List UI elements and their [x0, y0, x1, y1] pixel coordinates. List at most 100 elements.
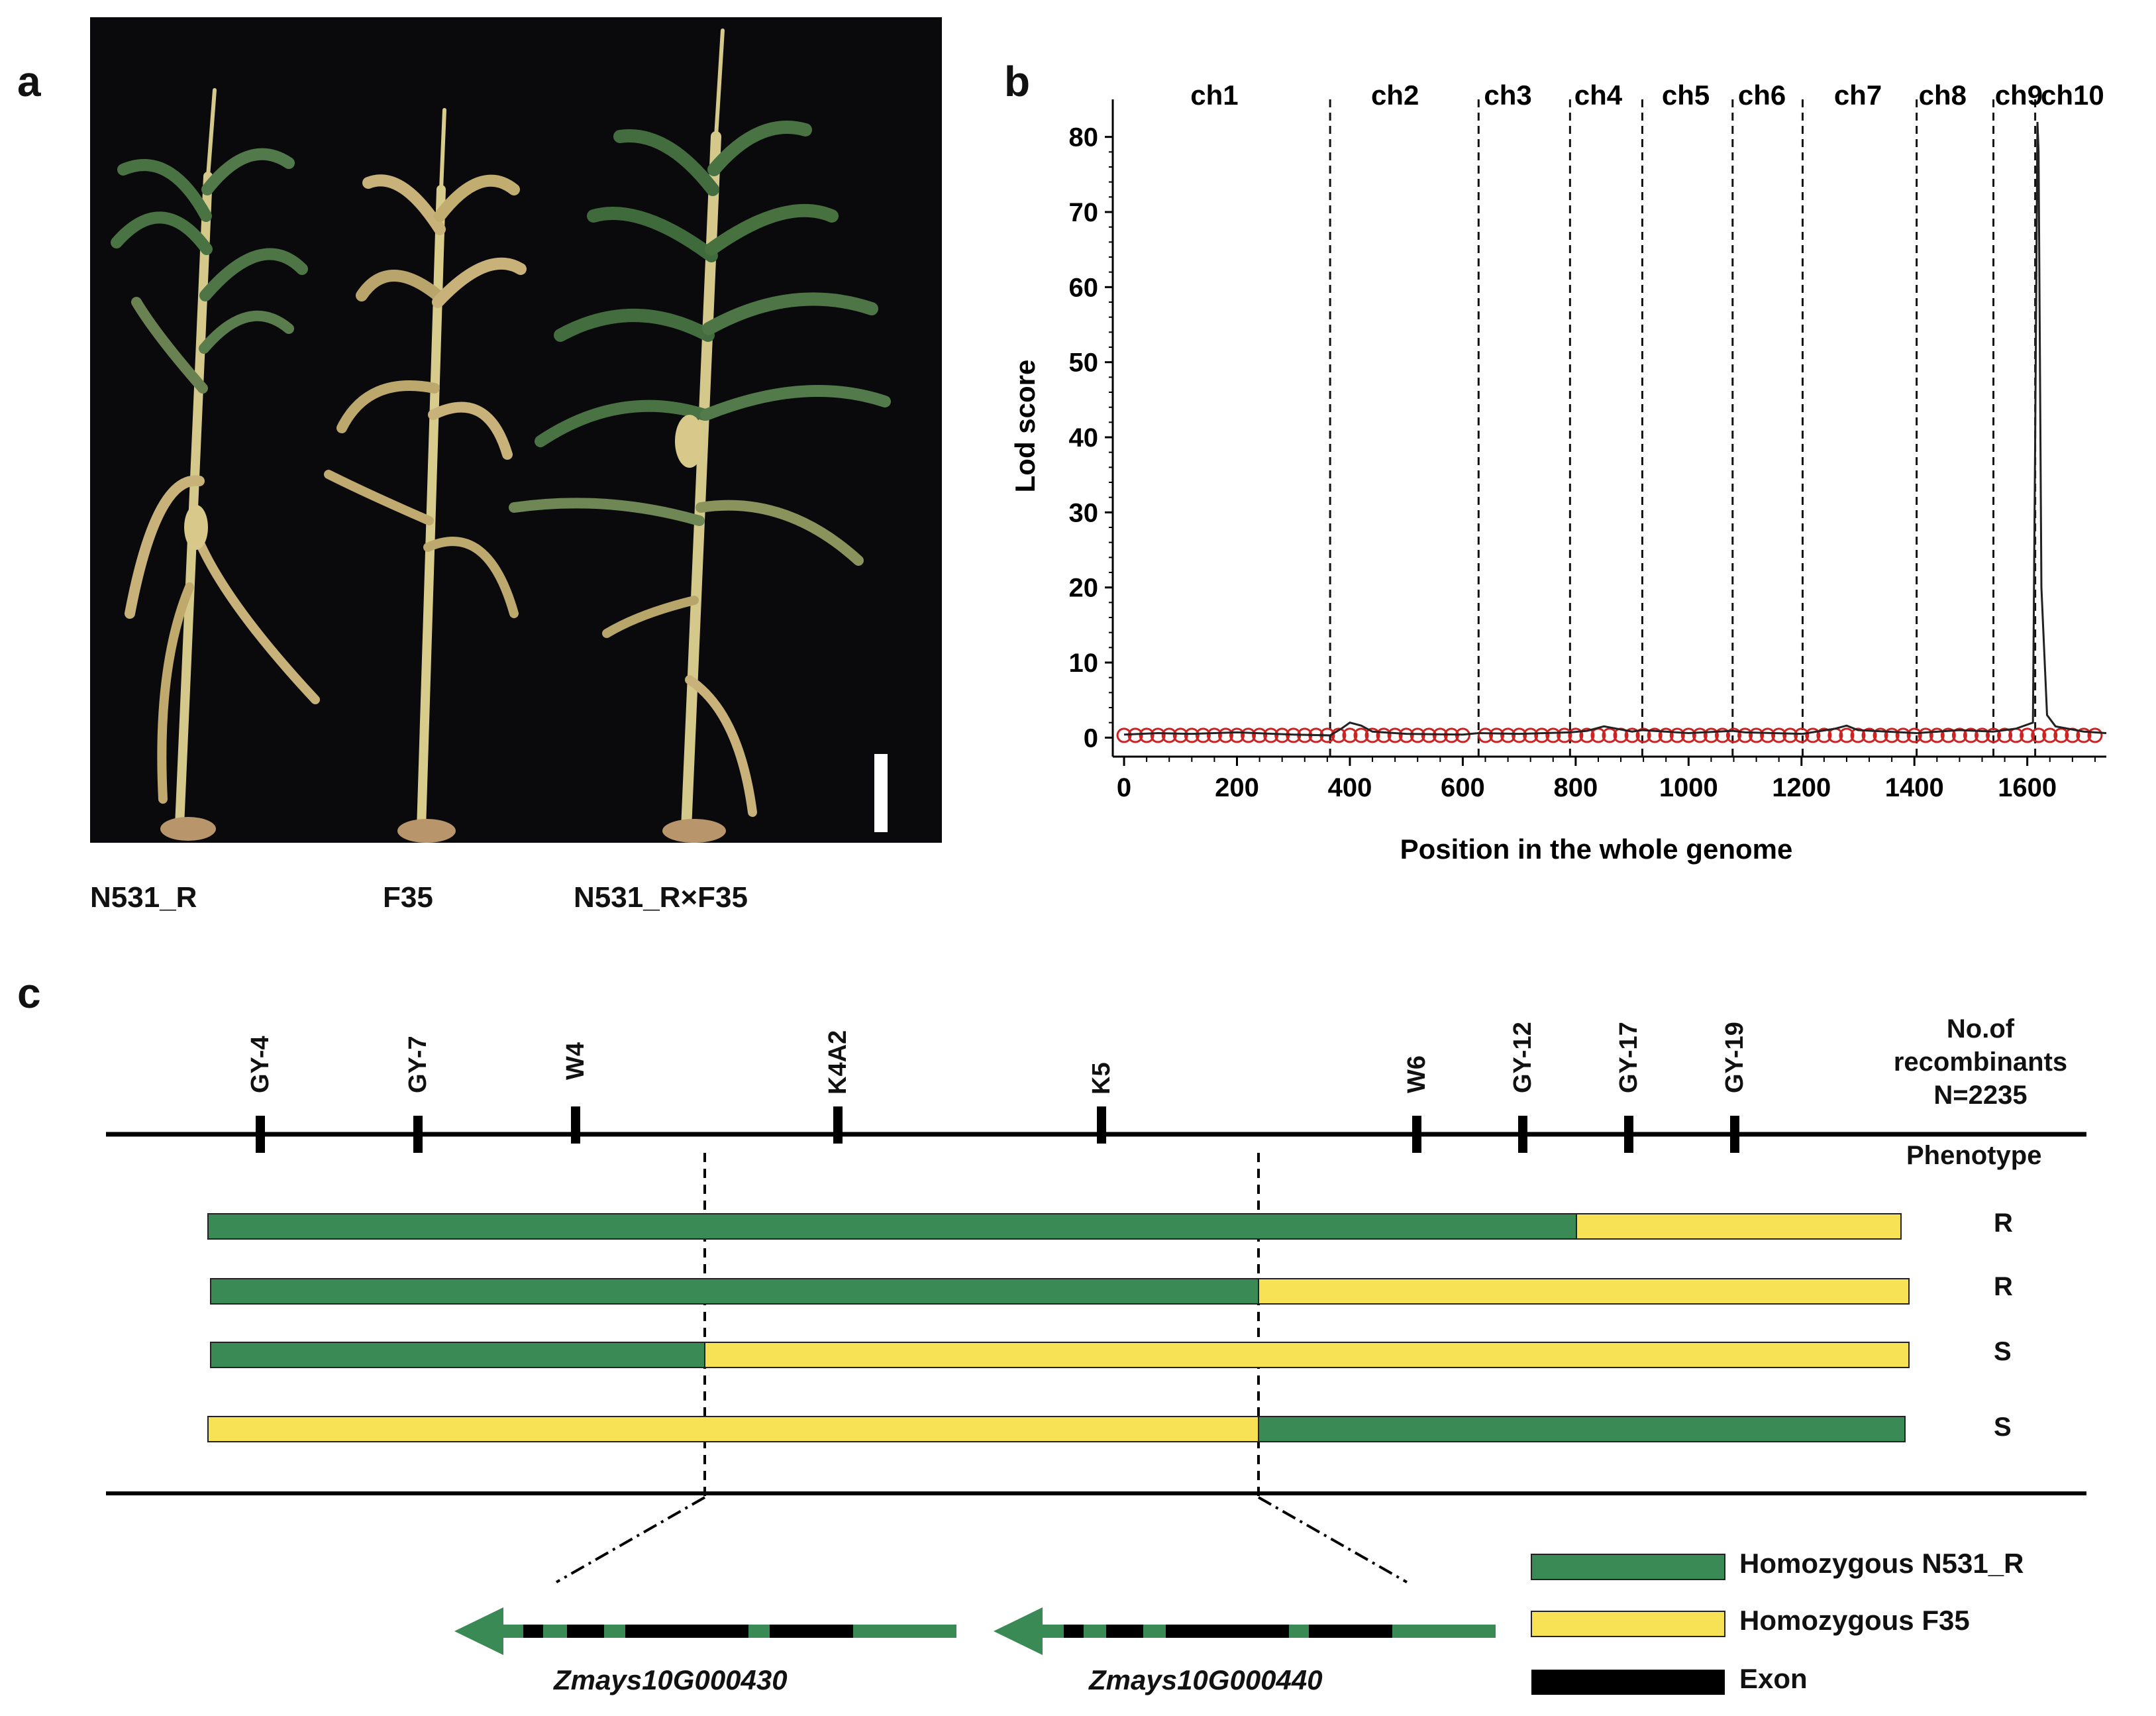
chromosome-label: ch8	[1919, 80, 1967, 111]
marker-point	[1579, 727, 1595, 743]
scale-bar	[874, 754, 888, 832]
marker-point	[1997, 727, 2013, 743]
recombinant-row-1	[207, 1213, 1902, 1240]
marker-point	[1884, 727, 1900, 743]
marker-point	[1252, 727, 1268, 743]
marker-point	[1782, 727, 1798, 743]
marker-point	[1376, 727, 1392, 743]
marker-point	[1116, 727, 1132, 743]
y-tick-label: 60	[1069, 273, 1099, 302]
marker-point	[1172, 727, 1188, 743]
marker-point	[1263, 727, 1279, 743]
marker-point	[1850, 727, 1866, 743]
marker-point	[1714, 727, 1730, 743]
x-tick-label: 600	[1441, 773, 1485, 802]
recombinant-row-2	[210, 1278, 1910, 1305]
marker-point	[1217, 727, 1233, 743]
marker-point	[1353, 727, 1369, 743]
marker-point	[1398, 727, 1414, 743]
x-tick-label: 800	[1553, 773, 1598, 802]
gene-label-440: Zmays10G000440	[1089, 1664, 1323, 1695]
marker-point	[1703, 727, 1719, 743]
plant-label-hybrid: N531_R×F35	[574, 881, 748, 914]
marker-point	[1602, 727, 1617, 743]
chromosome-label: ch6	[1738, 80, 1786, 111]
panel-letter-b: b	[1004, 58, 1031, 105]
marker-point	[1975, 727, 1990, 743]
marker-label-gy12: GY-12	[1509, 1022, 1537, 1093]
gene-model-zmays10g000440	[994, 1607, 1496, 1655]
x-tick-label: 1200	[1772, 773, 1831, 802]
marker-point	[1749, 727, 1765, 743]
phenotype-row-1: R	[1994, 1208, 2013, 1238]
y-tick-label: 0	[1084, 724, 1098, 753]
chromosome-label: ch5	[1662, 80, 1710, 111]
marker-point	[1500, 727, 1516, 743]
marker-point	[1206, 727, 1222, 743]
marker-point	[2053, 727, 2069, 743]
marker-point	[1692, 727, 1708, 743]
phenotype-row-3: S	[1994, 1337, 2012, 1366]
marker-point	[1342, 727, 1358, 743]
lod-trace	[1123, 121, 2107, 737]
marker-point	[1658, 727, 1674, 743]
x-tick-label: 200	[1215, 773, 1259, 802]
marker-point	[2087, 727, 2103, 743]
y-tick-label: 10	[1069, 649, 1099, 678]
gene-label-430: Zmays10G000430	[554, 1664, 788, 1695]
marker-tick-gy4	[256, 1116, 265, 1153]
legend-swatch-n531r	[1531, 1554, 1725, 1580]
legend-swatch-f35	[1531, 1611, 1725, 1637]
marker-point	[2020, 727, 2035, 743]
marker-label-k5: K5	[1088, 1062, 1115, 1095]
marker-tick-w6	[1412, 1116, 1421, 1153]
marker-tick-gy19	[1730, 1116, 1739, 1153]
marker-point	[1478, 727, 1493, 743]
chromosome-label: ch10	[2041, 80, 2104, 111]
marker-point	[1986, 727, 2002, 743]
marker-point	[1839, 727, 1855, 743]
phenotype-row-4: S	[1994, 1413, 2012, 1442]
marker-tick-gy7	[413, 1116, 423, 1153]
x-tick-label: 1600	[1998, 773, 2057, 802]
chromosome-label: ch1	[1190, 80, 1238, 111]
zoom-line-right	[1258, 1496, 1408, 1583]
chromosome-label: ch3	[1484, 80, 1531, 111]
marker-point	[1895, 727, 1911, 743]
legend-swatch-exon	[1531, 1670, 1725, 1695]
marker-tick-k5	[1097, 1106, 1106, 1144]
x-tick-label: 0	[1117, 773, 1131, 802]
legend-label-exon: Exon	[1739, 1663, 1808, 1694]
legend-label-f35: Homozygous F35	[1739, 1605, 1970, 1636]
marker-point	[1150, 727, 1166, 743]
recombinants-header-line-2: recombinants	[1893, 1047, 2068, 1077]
marker-point	[1184, 727, 1200, 743]
plant-label-f35: F35	[383, 881, 433, 914]
recombinant-row-4	[207, 1416, 1906, 1442]
marker-point	[1737, 727, 1753, 743]
panel-letter-c: c	[17, 969, 41, 1017]
marker-point	[1534, 727, 1550, 743]
recombinants-header: No.of recombinants N=2235	[1881, 1012, 2080, 1112]
marker-point	[1647, 727, 1663, 743]
marker-point	[1906, 727, 1922, 743]
marker-point	[1635, 727, 1651, 743]
marker-point	[1557, 727, 1572, 743]
marker-point	[2042, 727, 2058, 743]
marker-point	[1624, 727, 1640, 743]
marker-point	[1816, 727, 1832, 743]
marker-point	[1680, 727, 1696, 743]
marker-point	[1760, 727, 1776, 743]
chromosome-label: ch2	[1371, 80, 1419, 111]
chromosome-label: ch7	[1834, 80, 1882, 111]
plant-label-n531r: N531_R	[90, 881, 197, 914]
phenotype-row-2: R	[1994, 1272, 2013, 1301]
phenotype-header: Phenotype	[1906, 1141, 2042, 1170]
fine-mapping-diagram	[106, 1106, 2086, 1695]
marker-tick-k4a2	[833, 1106, 843, 1144]
plant-n531r	[111, 88, 320, 841]
marker-point	[1195, 727, 1211, 743]
plant-hybrid	[509, 28, 891, 843]
marker-point	[1794, 727, 1810, 743]
